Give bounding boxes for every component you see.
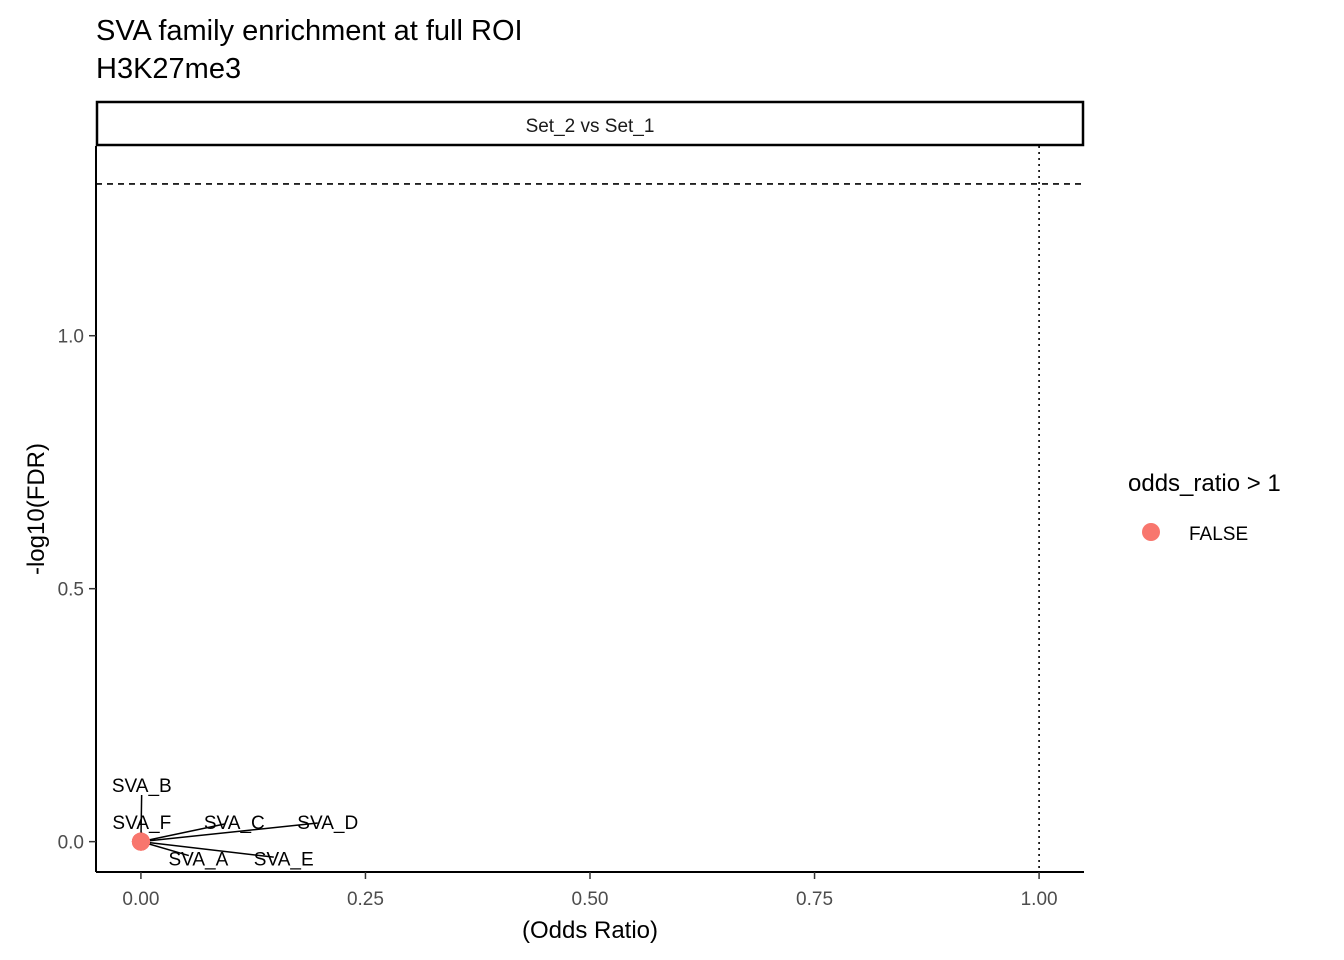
data-point-sva-f [131, 832, 150, 851]
data-points [131, 832, 150, 851]
y-tick-label: 0.5 [58, 580, 84, 601]
y-tick-label: 0.0 [58, 833, 84, 854]
point-label-sva-f: SVA_F [112, 813, 171, 834]
x-axis-ticks: 0.00 0.25 0.50 0.75 1.00 [122, 872, 1058, 910]
chart-subtitle: H3K27me3 [96, 53, 241, 85]
y-tick-label: 1.0 [58, 327, 84, 348]
reference-lines [96, 146, 1084, 872]
point-label-sva-b: SVA_B [112, 776, 172, 797]
facet-strip [95, 100, 1085, 147]
legend: odds_ratio > 1 FALSE [1128, 470, 1281, 545]
label-segment-sva-c [140, 823, 225, 843]
legend-title: odds_ratio > 1 [1128, 470, 1281, 497]
x-axis-title: (Odds Ratio) [522, 917, 658, 944]
x-tick-label: 1.00 [1021, 889, 1058, 910]
label-segment-sva-d [140, 822, 318, 843]
y-axis-ticks: 0.0 0.5 1.0 [58, 327, 96, 854]
label-segment-sva-e [140, 840, 274, 858]
point-label-sva-c: SVA_C [204, 813, 265, 834]
x-tick-label: 0.25 [347, 889, 384, 910]
legend-key-false [1142, 523, 1160, 541]
point-labels: SVA_A SVA_B SVA_C SVA_D SVA_E SVA_F [112, 776, 358, 870]
point-label-sva-a: SVA_A [168, 849, 228, 870]
point-label-sva-d: SVA_D [297, 813, 358, 834]
x-tick-label: 0.50 [572, 889, 609, 910]
y-axis-title: -log10(FDR) [23, 443, 50, 575]
point-label-sva-e: SVA_E [254, 849, 314, 870]
x-tick-label: 0.75 [796, 889, 833, 910]
legend-label-false: FALSE [1189, 524, 1248, 545]
x-tick-label: 0.00 [122, 889, 159, 910]
chart-title: SVA family enrichment at full ROI [96, 15, 523, 47]
facet-strip-label: Set_2 vs Set_1 [526, 116, 655, 137]
